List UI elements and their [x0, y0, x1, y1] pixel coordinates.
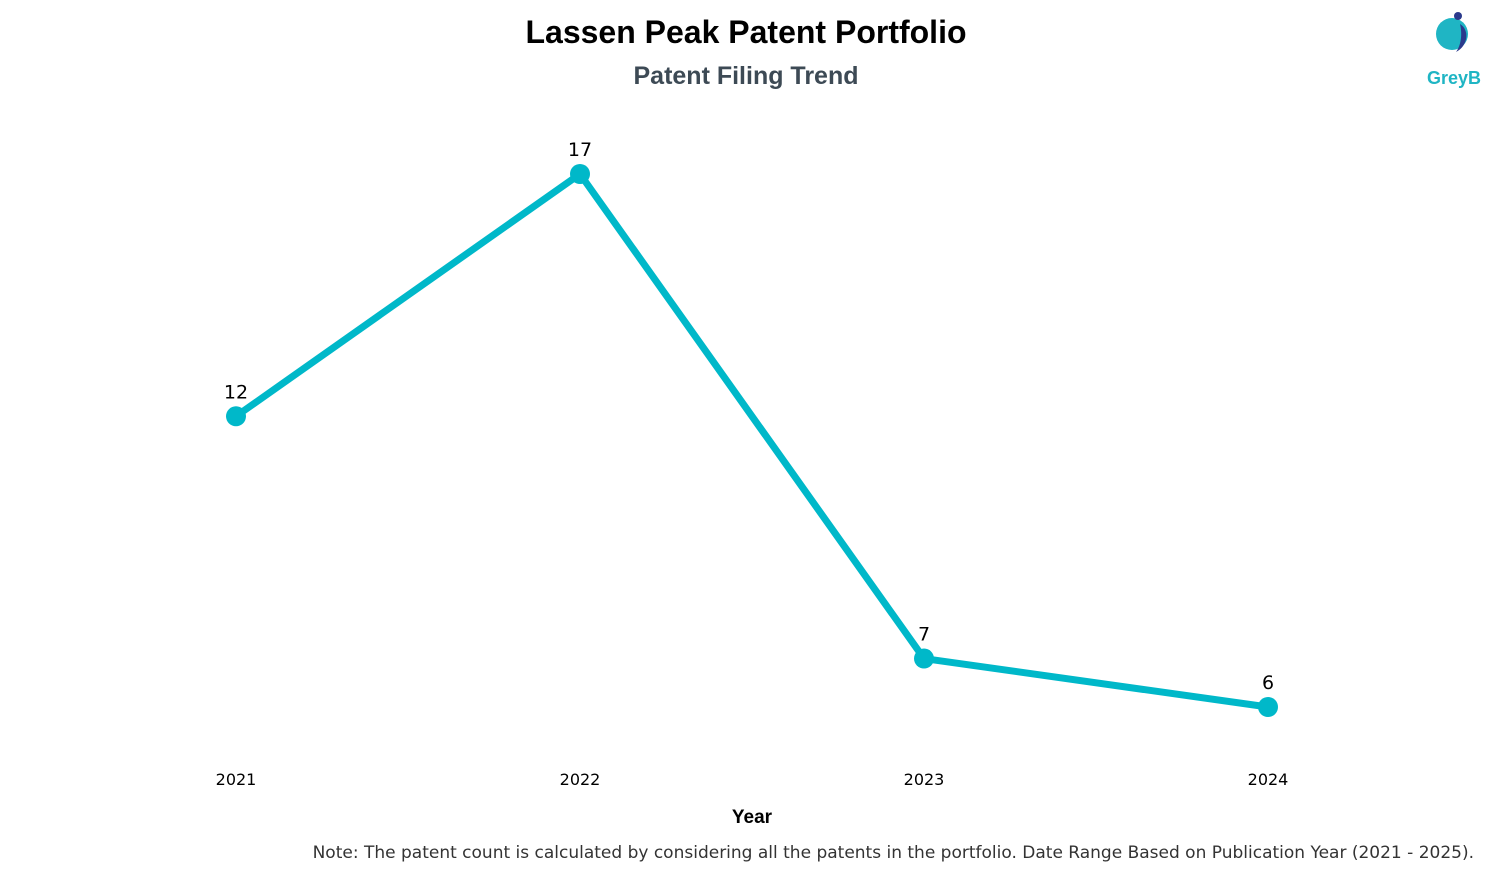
data-label: 6 — [1262, 672, 1274, 694]
data-point — [570, 164, 590, 184]
x-tick-label: 2024 — [1248, 770, 1289, 789]
data-label: 7 — [918, 624, 930, 646]
chart-title: Lassen Peak Patent Portfolio — [525, 14, 967, 50]
greyb-logo: GreyB — [1422, 10, 1486, 88]
x-tick-label: 2023 — [904, 770, 945, 789]
x-tick-label: 2022 — [560, 770, 601, 789]
greyb-logo-text: GreyB — [1426, 68, 1482, 88]
x-axis-label: Year — [732, 807, 773, 828]
chart-subtitle: Patent Filing Trend — [633, 62, 859, 90]
greyb-logo-icon — [1436, 12, 1468, 52]
data-point — [1258, 697, 1278, 717]
series-line — [233, 170, 1269, 711]
data-label: 17 — [568, 139, 592, 161]
footnote: Note: The patent count is calculated by … — [312, 843, 1474, 863]
line-chart: 12 2021 17 2022 7 2023 6 2024 Year — [216, 139, 1289, 828]
x-tick-label: 2021 — [216, 770, 257, 789]
data-point — [914, 648, 934, 669]
data-point — [226, 406, 246, 427]
data-label: 12 — [224, 381, 248, 403]
